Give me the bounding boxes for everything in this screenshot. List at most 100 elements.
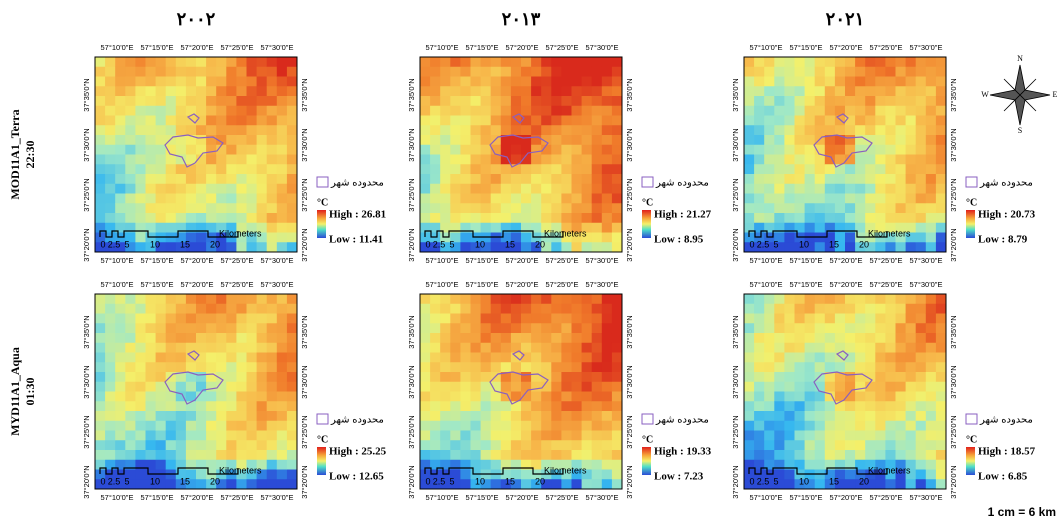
lst-cell: [430, 174, 441, 185]
lst-cell: [145, 213, 156, 224]
lst-cell: [834, 222, 846, 233]
lst-cell: [470, 193, 481, 204]
lst-cell: [95, 203, 106, 214]
lst-cell: [196, 333, 207, 344]
lst-cell: [895, 105, 906, 116]
lst-cell: [450, 242, 461, 253]
lst-cell: [875, 401, 886, 412]
lst-cell: [145, 440, 156, 451]
lst-cell: [266, 411, 278, 422]
lst-cell: [430, 430, 441, 441]
lst-cell: [145, 450, 156, 461]
lst-cell: [611, 164, 623, 175]
lst-cell: [521, 352, 532, 363]
lst-cell: [581, 411, 593, 422]
lst-cell: [185, 440, 197, 451]
lst-cell: [490, 183, 502, 194]
lst-cell: [905, 362, 917, 373]
lst-cell: [165, 411, 177, 422]
lst-cell: [135, 174, 146, 185]
lst-cell: [206, 479, 217, 490]
lst-cell: [885, 164, 896, 175]
lst-cell: [430, 135, 441, 146]
lst-cell: [561, 420, 572, 431]
lst-cell: [286, 222, 298, 233]
lst-cell: [236, 213, 247, 224]
lst-cell: [855, 105, 866, 116]
lst-cell: [531, 115, 542, 126]
lst-cell: [490, 242, 502, 253]
lst-cell: [236, 342, 247, 353]
lst-cell: [440, 144, 451, 155]
lst-cell: [794, 76, 805, 87]
lst-cell: [286, 115, 298, 126]
lst-cell: [216, 135, 227, 146]
lst-cell: [276, 66, 288, 77]
lst-cell: [521, 242, 532, 253]
lst-cell: [865, 372, 876, 383]
lst-cell: [561, 232, 572, 243]
lst-cell: [135, 86, 146, 97]
lst-cell: [276, 420, 288, 431]
lst-cell: [490, 440, 502, 451]
lst-cell: [510, 105, 522, 116]
lst-cell: [531, 303, 542, 314]
lst-cell: [591, 303, 603, 314]
lst-cell: [551, 342, 562, 353]
lst-cell: [845, 203, 856, 214]
lst-cell: [510, 313, 522, 324]
lst-cell: [510, 401, 522, 412]
lst-cell: [256, 96, 268, 107]
lst-cell: [611, 193, 623, 204]
lst-cell: [561, 154, 572, 165]
lst-cell: [226, 372, 237, 383]
lst-cell: [885, 242, 896, 253]
lst-cell: [611, 174, 623, 185]
lst-cell: [165, 313, 177, 324]
lst-cell: [764, 294, 775, 305]
lst-cell: [935, 86, 947, 97]
lst-cell: [276, 242, 288, 253]
lst-cell: [145, 125, 156, 136]
lst-cell: [175, 135, 187, 146]
lst-cell: [865, 105, 876, 116]
lst-cell: [105, 183, 116, 194]
lst-cell: [865, 86, 876, 97]
lst-cell: [521, 420, 532, 431]
lst-cell: [145, 203, 156, 214]
lst-cell: [824, 242, 836, 253]
lst-cell: [865, 440, 876, 451]
lst-cell: [175, 86, 187, 97]
lst-cell: [611, 333, 623, 344]
lst-cell: [571, 144, 582, 155]
lat-label-left: 37°35'0"N: [731, 315, 740, 348]
lst-cell: [480, 342, 492, 353]
lst-cell: [196, 86, 207, 97]
lst-cell: [500, 372, 512, 383]
lst-cell: [754, 115, 765, 126]
lst-cell: [266, 164, 278, 175]
lst-cell: [480, 430, 492, 441]
lst-cell: [591, 242, 603, 253]
lst-cell: [824, 459, 836, 470]
lst-cell: [470, 440, 481, 451]
lst-cell: [834, 342, 846, 353]
lst-cell: [744, 459, 755, 470]
lst-cell: [460, 401, 471, 412]
lat-label-left: 37°20'0"N: [731, 465, 740, 498]
lst-cell: [774, 469, 785, 480]
lst-cell: [175, 125, 187, 136]
lst-cell: [236, 469, 247, 480]
lst-cell: [460, 333, 471, 344]
lst-cell: [591, 391, 603, 402]
lst-cell: [145, 183, 156, 194]
lst-cell: [440, 391, 451, 402]
lst-cell: [764, 401, 775, 412]
lst-cell: [125, 242, 136, 253]
lst-cell: [125, 232, 136, 243]
lst-cell: [155, 459, 167, 470]
lst-cell: [804, 450, 816, 461]
lst-cell: [571, 381, 582, 392]
lst-cell: [531, 430, 542, 441]
lst-cell: [500, 411, 512, 422]
